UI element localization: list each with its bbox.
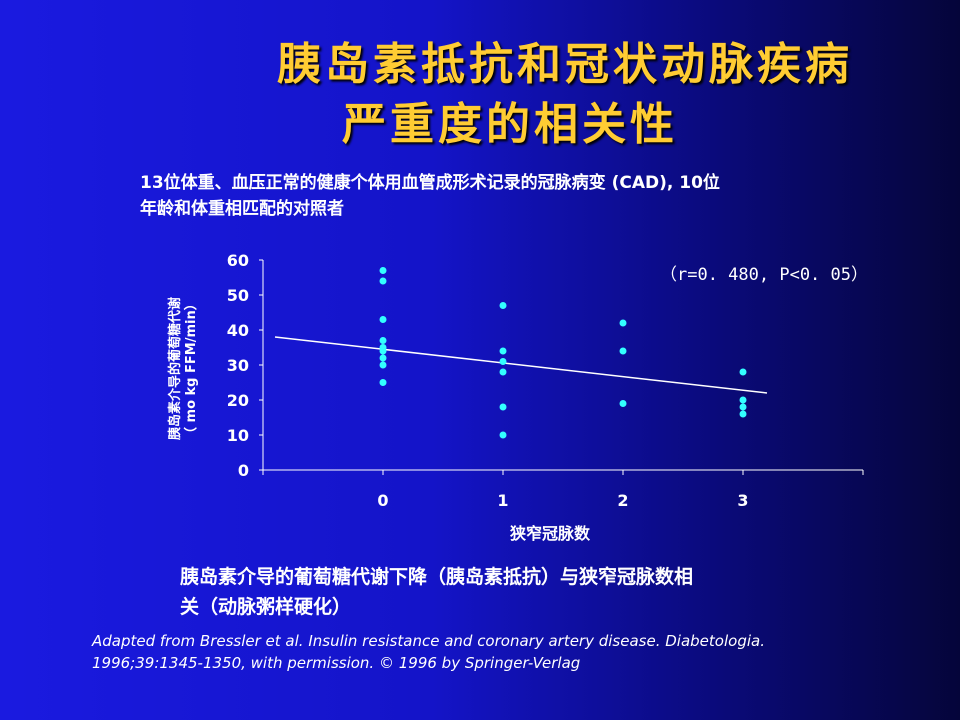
y-tick-label: 0 (238, 461, 249, 480)
data-point (619, 400, 627, 407)
scatter-chart: 0 10 20 30 40 50 60 0 1 2 3 (227, 251, 864, 510)
x-axis-label: 狭窄冠脉数 (510, 524, 591, 543)
x-tick-label: 3 (737, 491, 748, 510)
data-point (499, 347, 507, 355)
correlation-stat: （r=0. 480, P<0. 05） (660, 265, 868, 285)
citation-line1: Adapted from Bressler et al. Insulin res… (92, 632, 765, 650)
conclusion-text: 胰岛素介导的葡萄糖代谢下降（胰岛素抵抗）与狭窄冠脉数相 关（动脉粥样硬化） (180, 562, 840, 622)
data-point (379, 277, 387, 285)
data-point (739, 410, 747, 418)
trend-line (274, 336, 768, 394)
y-tick-label: 50 (227, 286, 249, 305)
conclusion-line1: 胰岛素介导的葡萄糖代谢下降（胰岛素抵抗）与狭窄冠脉数相 (180, 566, 694, 588)
y-tick-label: 40 (227, 321, 249, 340)
data-point (739, 368, 747, 376)
data-point (379, 361, 387, 369)
data-point (379, 337, 387, 344)
x-tick-label: 2 (617, 491, 628, 510)
study-description: 13位体重、血压正常的健康个体用血管成形术记录的冠脉病变 (CAD), 10位 … (140, 170, 870, 222)
data-point (379, 354, 387, 362)
study-description-line2: 年龄和体重相匹配的对照者 (140, 199, 344, 219)
data-point (499, 431, 507, 439)
y-tick-label: 20 (227, 391, 249, 410)
x-tick-label: 0 (377, 491, 388, 510)
data-point (379, 267, 387, 274)
data-point (499, 302, 507, 309)
data-point (499, 368, 507, 376)
slide-title-line1: 胰岛素抵抗和冠状动脉疾病 (277, 39, 853, 90)
data-point (619, 347, 627, 355)
data-point (379, 347, 387, 355)
y-tick-label: 60 (227, 251, 249, 270)
slide-title-line2: 严重度的相关性 (342, 99, 678, 150)
conclusion-line2: 关（动脉粥样硬化） (180, 596, 352, 618)
data-point (499, 358, 507, 365)
y-tick-label: 10 (227, 426, 249, 445)
study-description-line1: 13位体重、血压正常的健康个体用血管成形术记录的冠脉病变 (CAD), 10位 (140, 173, 720, 193)
y-tick-label: 30 (227, 356, 249, 375)
data-point (739, 403, 747, 411)
data-point (619, 319, 627, 327)
x-tick-label: 1 (497, 491, 508, 510)
citation: Adapted from Bressler et al. Insulin res… (92, 630, 932, 674)
data-point (499, 403, 507, 411)
data-point (379, 316, 387, 323)
citation-line2: 1996;39:1345-1350, with permission. © 19… (92, 654, 581, 672)
data-point (739, 396, 747, 404)
data-point (379, 379, 387, 386)
